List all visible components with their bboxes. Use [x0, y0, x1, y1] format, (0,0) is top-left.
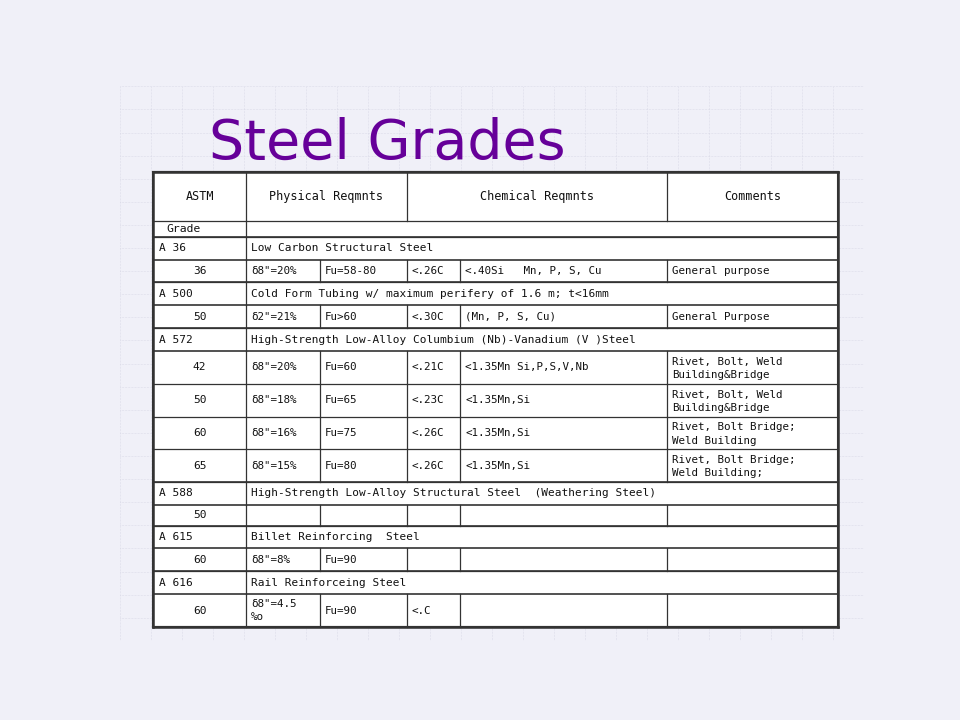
Text: <.30C: <.30C	[412, 312, 444, 322]
Text: Fu=75: Fu=75	[325, 428, 357, 438]
Text: A 572: A 572	[158, 335, 192, 345]
Text: Physical Reqmnts: Physical Reqmnts	[270, 190, 383, 203]
Text: (Mn, P, S, Cu): (Mn, P, S, Cu)	[466, 312, 556, 322]
Text: δ8"=20%: δ8"=20%	[252, 362, 297, 372]
Text: A 615: A 615	[158, 532, 192, 542]
Text: <.26C: <.26C	[412, 461, 444, 471]
Text: δ8"=4.5
%o: δ8"=4.5 %o	[252, 599, 297, 622]
Text: 60: 60	[193, 606, 206, 616]
Text: <1.35Mn,Si: <1.35Mn,Si	[466, 428, 530, 438]
Text: 36: 36	[193, 266, 206, 276]
Text: δ8"=16%: δ8"=16%	[252, 428, 297, 438]
Text: Fu=90: Fu=90	[325, 555, 357, 565]
Text: General purpose: General purpose	[672, 266, 770, 276]
Text: A 588: A 588	[158, 488, 192, 498]
Text: Steel Grades: Steel Grades	[209, 117, 565, 171]
Text: 50: 50	[193, 312, 206, 322]
Text: <.40Si   Mn, P, S, Cu: <.40Si Mn, P, S, Cu	[466, 266, 602, 276]
Text: δ8"=20%: δ8"=20%	[252, 266, 297, 276]
Text: Comments: Comments	[724, 190, 780, 203]
Text: High-Strength Low-Alloy Columbium (Nb)-Vanadium (V )Steel: High-Strength Low-Alloy Columbium (Nb)-V…	[252, 335, 636, 345]
Text: 65: 65	[193, 461, 206, 471]
Text: <.21C: <.21C	[412, 362, 444, 372]
Text: 50: 50	[193, 510, 206, 520]
Text: A 500: A 500	[158, 289, 192, 299]
Text: Fu=65: Fu=65	[325, 395, 357, 405]
Text: Rivet, Bolt, Weld
Building&Bridge: Rivet, Bolt, Weld Building&Bridge	[672, 357, 782, 380]
Text: ASTM: ASTM	[185, 190, 214, 203]
Text: <.C: <.C	[412, 606, 431, 616]
Text: Rail Reinforceing Steel: Rail Reinforceing Steel	[252, 577, 406, 588]
Text: <1.35Mn,Si: <1.35Mn,Si	[466, 461, 530, 471]
Text: A 36: A 36	[158, 243, 185, 253]
Text: Cold Form Tubing w/ maximum perifery of 1.6 m; t<16mm: Cold Form Tubing w/ maximum perifery of …	[252, 289, 609, 299]
Text: Fu>60: Fu>60	[325, 312, 357, 322]
Text: Fu=90: Fu=90	[325, 606, 357, 616]
Text: δ8"=15%: δ8"=15%	[252, 461, 297, 471]
Text: δ8"=8%: δ8"=8%	[252, 555, 290, 565]
Text: δ8"=18%: δ8"=18%	[252, 395, 297, 405]
Text: Rivet, Bolt Bridge;
Weld Building: Rivet, Bolt Bridge; Weld Building	[672, 423, 796, 446]
Text: Chemical Reqmnts: Chemical Reqmnts	[480, 190, 594, 203]
Text: δ2"=21%: δ2"=21%	[252, 312, 297, 322]
Text: 60: 60	[193, 555, 206, 565]
Text: <.26C: <.26C	[412, 266, 444, 276]
Text: High-Strength Low-Alloy Structural Steel  (Weathering Steel): High-Strength Low-Alloy Structural Steel…	[252, 488, 656, 498]
Text: Low Carbon Structural Steel: Low Carbon Structural Steel	[252, 243, 433, 253]
Text: Grade: Grade	[166, 224, 201, 234]
Text: A 616: A 616	[158, 577, 192, 588]
Text: Fu=58-80: Fu=58-80	[325, 266, 377, 276]
Text: <1.35Mn Si,P,S,V,Nb: <1.35Mn Si,P,S,V,Nb	[466, 362, 588, 372]
Bar	[154, 172, 838, 627]
Text: <1.35Mn,Si: <1.35Mn,Si	[466, 395, 530, 405]
Text: Rivet, Bolt, Weld
Building&Bridge: Rivet, Bolt, Weld Building&Bridge	[672, 390, 782, 413]
Text: 42: 42	[193, 362, 206, 372]
Text: 50: 50	[193, 395, 206, 405]
Text: <.23C: <.23C	[412, 395, 444, 405]
Text: Fu=60: Fu=60	[325, 362, 357, 372]
Text: 60: 60	[193, 428, 206, 438]
Text: <.26C: <.26C	[412, 428, 444, 438]
Text: Fu=80: Fu=80	[325, 461, 357, 471]
Text: Rivet, Bolt Bridge;
Weld Building;: Rivet, Bolt Bridge; Weld Building;	[672, 455, 796, 478]
Text: General Purpose: General Purpose	[672, 312, 770, 322]
Text: Billet Reinforcing  Steel: Billet Reinforcing Steel	[252, 532, 420, 542]
